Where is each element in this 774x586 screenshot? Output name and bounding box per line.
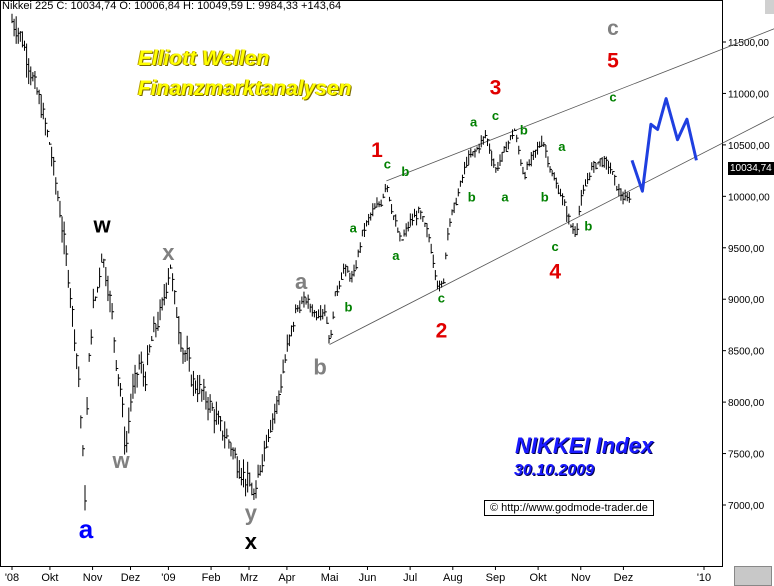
y-tick-label: 10000,00 [728, 192, 770, 203]
wave-label: x [162, 240, 175, 265]
x-tick-label: Jun [359, 572, 377, 584]
chart-title-line2: Finanzmarktanalysen [138, 77, 352, 100]
wave-projection-line [630, 97, 698, 193]
x-tick-label: Apr [278, 572, 295, 584]
y-tick-label: 7500,00 [728, 450, 765, 461]
wave-label: b [541, 189, 549, 204]
x-tick-label: Okt [530, 572, 547, 584]
x-tick-label: Okt [41, 572, 58, 584]
x-tick-label: '10 [697, 572, 711, 584]
x-tick-label: '09 [161, 572, 175, 584]
wave-label: c [552, 239, 559, 254]
wave-label: 4 [549, 261, 561, 284]
x-tick-label: '08 [5, 572, 19, 584]
x-tick-label: Dez [614, 572, 634, 584]
wave-label: w [92, 212, 111, 237]
x-tick-label: Dez [121, 572, 141, 584]
wave-label: 5 [607, 50, 619, 73]
wave-label: b [401, 164, 409, 179]
x-tick-label: Mrz [240, 572, 258, 584]
last-price-marker: 10034,74 [728, 162, 774, 175]
y-tick-label: 9000,00 [728, 295, 765, 306]
wave-label: b [520, 123, 528, 138]
y-tick-label: 7000,00 [728, 501, 765, 512]
wave-label: c [384, 157, 391, 172]
quote-header: Nikkei 225 C: 10034,74 O: 10006,84 H: 10… [2, 0, 342, 12]
wave-label: b [345, 300, 353, 315]
wave-label: a [350, 220, 358, 235]
y-tick-label: 8500,00 [728, 347, 765, 358]
y-tick-label: 11000,00 [728, 89, 769, 100]
channel-upper [386, 28, 774, 182]
y-tick-label: 9500,00 [728, 244, 765, 255]
wave-label: c [492, 108, 499, 123]
wave-label: c [609, 90, 616, 105]
wave-label: a [501, 189, 509, 204]
x-tick-label: Nov [83, 572, 103, 584]
x-tick-label: Feb [202, 572, 221, 584]
wave-label: a [470, 114, 478, 129]
x-tick-label: Nov [571, 572, 591, 584]
y-tick-label: 8000,00 [728, 398, 765, 409]
x-tick-label: Sep [486, 572, 506, 584]
index-date: 30.10.2009 [514, 462, 595, 479]
wave-label: y [245, 500, 258, 525]
zoom-control[interactable] [734, 566, 772, 586]
y-tick-label: 10500,00 [728, 141, 770, 152]
scroll-arrow-icon[interactable] [765, 0, 774, 14]
x-tick-label: Aug [443, 572, 463, 584]
channel-lower [329, 116, 774, 345]
wave-label: b [313, 354, 326, 379]
wave-label: a [392, 248, 400, 263]
wave-label: a [79, 514, 94, 544]
wave-label: b [584, 218, 592, 233]
wave-label: w [111, 448, 130, 473]
x-tick-label: Jul [403, 572, 417, 584]
plot-frame [0, 0, 723, 567]
wave-label: 3 [490, 76, 502, 99]
wave-label: c [438, 290, 445, 305]
wave-label: c [607, 17, 619, 40]
wave-label: 1 [371, 139, 383, 162]
y-tick-label: 11500,00 [728, 38, 769, 49]
wave-label: a [295, 269, 308, 294]
index-name: NIKKEI Index [515, 433, 654, 458]
wave-label: b [468, 189, 476, 204]
wave-label: a [558, 139, 566, 154]
wave-label: x [245, 529, 258, 554]
wave-label: 2 [436, 319, 448, 342]
copyright-notice: © http://www.godmode-trader.de [484, 500, 654, 516]
chart-title-line1: Elliott Wellen [138, 47, 270, 70]
x-tick-label: Mai [321, 572, 339, 584]
